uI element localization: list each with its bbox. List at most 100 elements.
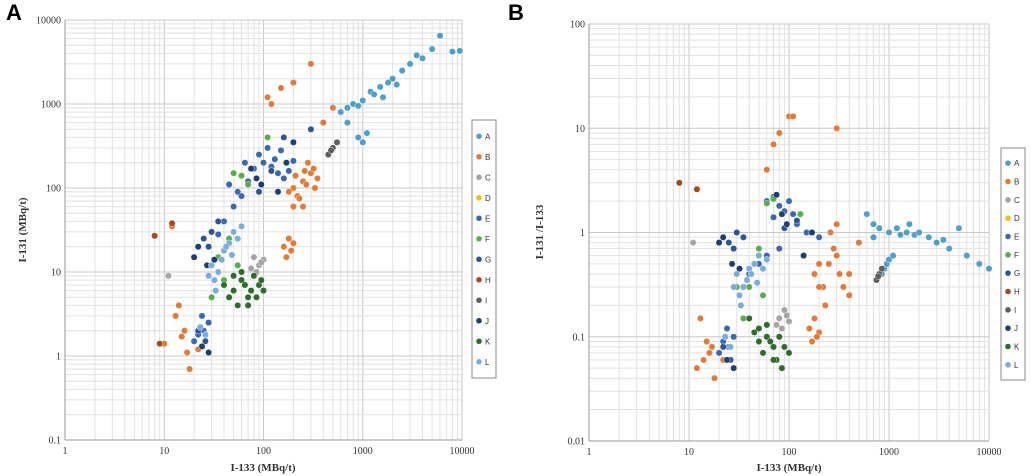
data-point-a <box>885 229 893 236</box>
data-point-a <box>963 252 971 260</box>
legend-marker-k <box>476 338 482 345</box>
data-point-l <box>212 287 220 294</box>
legend-label-j: J <box>485 317 489 326</box>
data-point-j <box>190 253 198 261</box>
data-point-k <box>766 338 774 345</box>
data-point-l <box>759 265 767 273</box>
data-point-l <box>737 301 745 309</box>
data-point-a <box>863 210 871 218</box>
data-point-k <box>238 276 245 284</box>
legend-marker-k <box>1005 343 1011 350</box>
data-point-a <box>945 245 953 253</box>
data-point-e <box>775 202 783 210</box>
data-point-b <box>836 270 843 278</box>
panel-b: B 1 10 100 1000 10000 0.01 0.1 1 10 100 I-133 (M… <box>508 0 1026 474</box>
legend-a: A B C D E F G H I J K L <box>476 132 491 367</box>
data-point-e <box>723 325 731 332</box>
data-point-k <box>238 268 245 276</box>
data-point-b <box>319 119 327 127</box>
data-point-l <box>201 331 209 338</box>
data-point-b <box>178 333 186 340</box>
data-point-l <box>755 252 763 260</box>
data-point-g <box>255 188 263 196</box>
data-point-b <box>285 235 293 243</box>
panel-letter-a: A <box>6 0 22 25</box>
data-point-b <box>708 343 716 351</box>
legend-label-k: K <box>485 337 491 346</box>
data-point-l <box>763 256 771 263</box>
data-point-a <box>436 32 444 40</box>
data-point-j <box>808 229 816 236</box>
data-point-e <box>220 217 228 225</box>
data-point-k <box>230 287 238 294</box>
legend-marker-g <box>476 256 482 263</box>
data-point-e <box>789 210 797 218</box>
data-point-b <box>763 166 771 174</box>
data-point-a <box>384 79 392 87</box>
data-point-e <box>785 197 793 205</box>
y-tick-label: 1 <box>56 352 61 363</box>
data-point-h <box>156 340 164 348</box>
y-tick-label: 10000 <box>36 16 61 27</box>
data-point-a <box>376 83 384 91</box>
data-point-f <box>797 210 804 218</box>
data-point-a <box>903 229 910 236</box>
data-point-j <box>247 165 255 173</box>
legend-box-a <box>471 119 497 379</box>
legend-marker-b <box>476 153 482 160</box>
data-point-b <box>280 243 288 251</box>
data-point-b <box>264 93 271 101</box>
data-point-b <box>277 84 285 92</box>
data-point-b <box>825 260 833 268</box>
legend-marker-a <box>1005 160 1011 166</box>
data-point-k <box>257 276 265 284</box>
x-tick-labels-a: 1 10 100 1000 10000 <box>63 446 475 457</box>
data-point-k <box>770 356 777 364</box>
data-point-b <box>292 172 299 180</box>
data-point-c <box>250 253 258 261</box>
data-point-e <box>280 174 288 182</box>
legend-marker-e <box>1005 233 1011 240</box>
data-point-l <box>196 323 204 331</box>
data-point-b <box>811 270 818 278</box>
data-point-h <box>151 232 159 240</box>
data-point-e <box>274 169 282 177</box>
data-point-k <box>750 328 758 336</box>
data-point-f <box>230 169 238 177</box>
data-point-e <box>770 213 777 221</box>
data-point-j <box>736 265 743 273</box>
x-tick-label: 1000 <box>879 447 899 458</box>
legend-marker-i <box>1005 307 1011 313</box>
data-point-j <box>778 210 786 218</box>
data-point-g <box>730 245 738 253</box>
data-point-k <box>260 287 267 294</box>
data-point-g <box>280 133 288 141</box>
data-point-j <box>783 220 791 228</box>
data-point-k <box>250 272 258 280</box>
data-point-j <box>289 138 297 146</box>
data-point-h <box>168 219 176 227</box>
data-point-b <box>311 184 319 192</box>
data-point-b <box>329 104 337 112</box>
data-point-a <box>428 45 436 53</box>
data-point-f <box>234 261 242 269</box>
data-point-e <box>264 144 271 152</box>
data-point-a <box>893 224 901 232</box>
legend-marker-h <box>1005 288 1011 295</box>
x-tick-label: 1000 <box>353 446 373 457</box>
data-point-k <box>775 333 783 341</box>
data-point-a <box>393 81 401 89</box>
data-point-a <box>925 233 933 241</box>
data-point-k <box>244 293 252 301</box>
data-point-e <box>260 159 267 167</box>
data-point-a <box>419 54 426 62</box>
data-point-k <box>763 321 771 329</box>
points-a <box>151 32 464 373</box>
data-point-e <box>271 155 279 163</box>
legend-marker-j <box>1005 325 1011 331</box>
data-point-b <box>840 283 847 291</box>
data-point-g <box>307 125 315 133</box>
data-point-a <box>343 119 351 127</box>
data-point-b <box>289 79 297 87</box>
